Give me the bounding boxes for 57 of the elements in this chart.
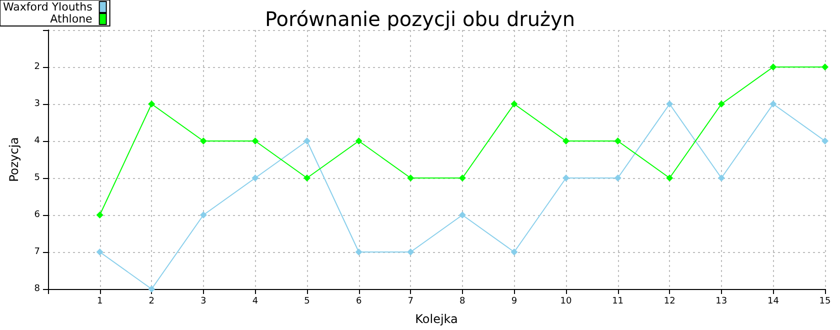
point	[96, 212, 104, 218]
x-tick-label: 3	[200, 296, 206, 306]
point	[200, 138, 207, 144]
y-tick-label: 2	[34, 62, 40, 72]
point	[770, 64, 777, 70]
point	[458, 212, 466, 218]
point	[252, 138, 259, 144]
point	[304, 138, 310, 144]
point	[614, 138, 622, 144]
point	[822, 64, 828, 70]
point	[355, 138, 362, 144]
point	[252, 174, 259, 182]
point	[562, 174, 570, 182]
y-tick-label: 6	[34, 210, 40, 220]
y-tick-label: 4	[34, 136, 40, 146]
point	[407, 248, 414, 256]
x-tick-label: 4	[252, 296, 258, 306]
y-tick-label: 8	[34, 284, 40, 294]
point	[666, 100, 674, 108]
x-tick-label: 6	[356, 296, 362, 306]
point	[666, 174, 674, 182]
x-tick-label: 8	[460, 296, 466, 306]
point	[614, 174, 622, 182]
y-tick-label: 5	[34, 173, 40, 183]
legend-label: Athlone	[50, 12, 93, 26]
point	[355, 248, 362, 256]
point	[148, 100, 156, 108]
point	[718, 100, 725, 108]
y-tick-label: 3	[34, 99, 40, 109]
x-tick-label: 15	[819, 296, 831, 306]
point	[822, 138, 828, 144]
point	[407, 174, 414, 182]
x-tick-label: 13	[716, 296, 728, 306]
y-tick-label: 7	[34, 247, 40, 257]
x-tick-label: 12	[664, 296, 676, 306]
point	[562, 138, 570, 144]
x-tick-label: 2	[148, 296, 154, 306]
point	[510, 248, 518, 256]
x-tick-label: 10	[560, 296, 572, 306]
point	[96, 248, 104, 256]
chart-title: Porównanie pozycji obu drużyn	[264, 7, 576, 31]
x-tick-label: 14	[767, 296, 780, 306]
point	[770, 100, 777, 108]
point	[148, 286, 156, 292]
point	[718, 174, 725, 182]
point	[304, 174, 310, 182]
x-tick-label: 11	[612, 296, 624, 306]
x-tick-label: 9	[511, 296, 518, 306]
x-tick-label: 5	[304, 296, 310, 306]
y-axis-title: Pozycja	[7, 137, 21, 182]
x-tick-label: 7	[408, 296, 414, 306]
point	[458, 174, 466, 182]
point	[510, 100, 518, 108]
point	[200, 212, 207, 218]
x-tick-label: 1	[96, 296, 103, 306]
legend-label: Waxford Ylouths	[3, 0, 93, 14]
x-axis-title: Kolejka	[415, 312, 458, 326]
